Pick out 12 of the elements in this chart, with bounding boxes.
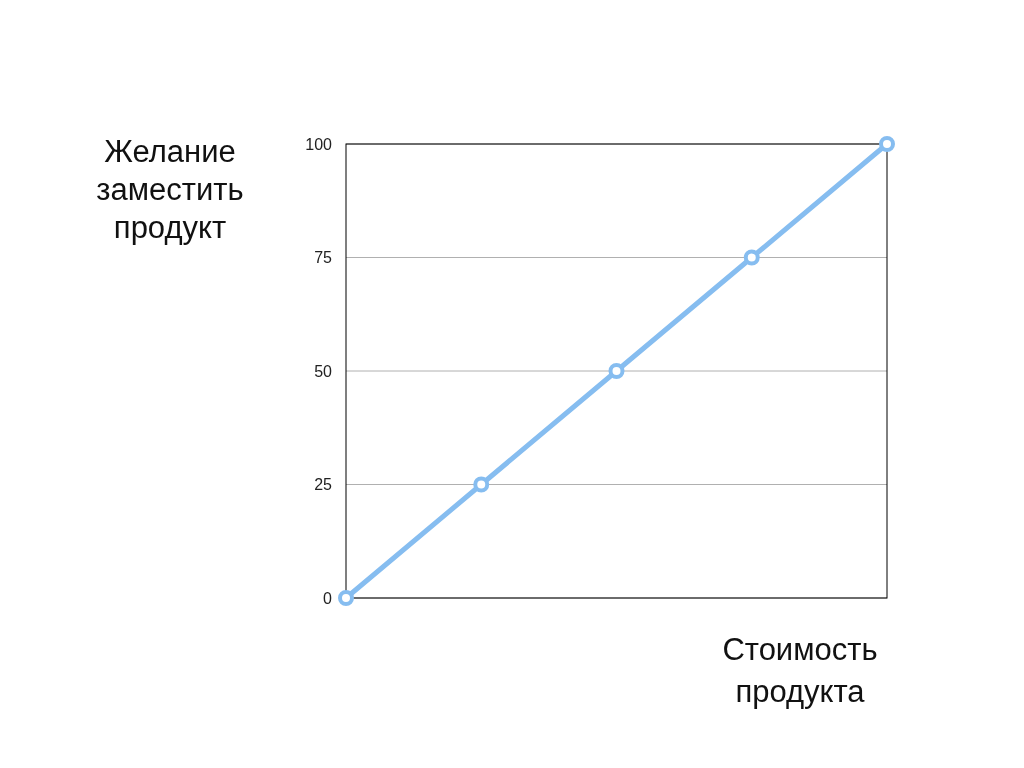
point xyxy=(473,476,490,493)
point xyxy=(743,249,760,266)
point xyxy=(879,136,895,152)
x-axis-title: Стоимость продукта xyxy=(722,632,878,709)
point xyxy=(608,363,625,379)
point xyxy=(338,590,354,606)
y-tick-label: 75 xyxy=(314,249,333,267)
y-tick-label: 0 xyxy=(323,589,333,607)
y-tick-label: 100 xyxy=(305,135,333,153)
y-axis-title: Желание заместить продукт xyxy=(96,134,244,245)
y-tick-label: 50 xyxy=(314,362,333,380)
y-tick-label: 25 xyxy=(314,476,333,494)
